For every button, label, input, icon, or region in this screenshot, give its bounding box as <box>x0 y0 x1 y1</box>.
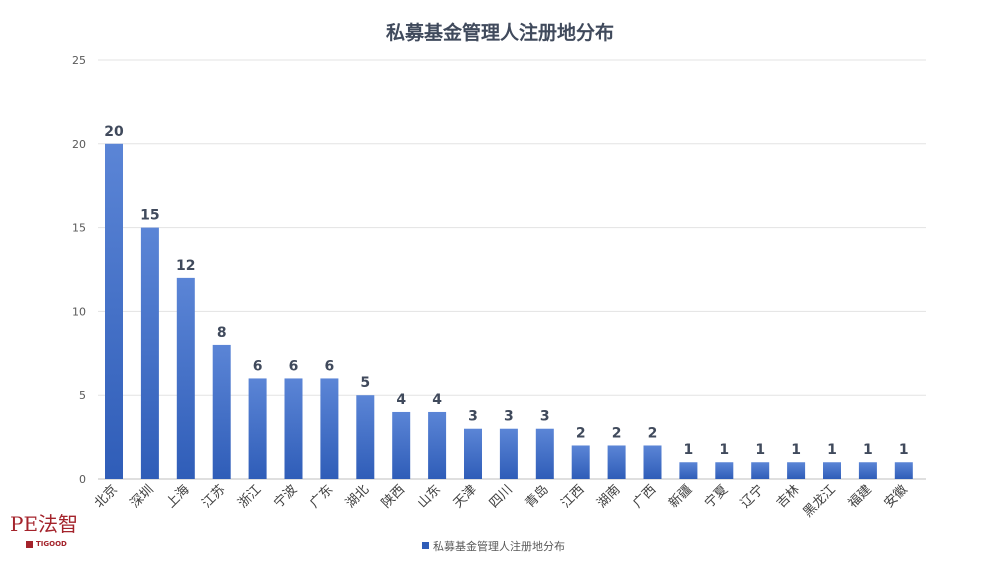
data-label: 8 <box>217 325 227 341</box>
y-tick-label: 0 <box>79 473 86 486</box>
legend: 私募基金管理人注册地分布 <box>422 539 565 553</box>
data-label: 6 <box>289 358 299 374</box>
data-label: 3 <box>540 409 550 425</box>
y-tick-label: 5 <box>79 389 86 402</box>
x-tick-label: 北京 <box>92 482 121 511</box>
data-label: 1 <box>791 442 801 458</box>
bar <box>284 378 303 479</box>
bar <box>715 462 734 479</box>
bar <box>751 462 770 479</box>
x-tick-label: 青岛 <box>522 482 552 512</box>
x-tick-label: 天津 <box>451 482 480 511</box>
data-label: 6 <box>325 358 335 374</box>
x-tick-label: 宁夏 <box>701 482 731 512</box>
bar <box>607 445 626 479</box>
data-label: 15 <box>140 208 159 224</box>
x-tick-label: 黑龙江 <box>801 482 839 520</box>
bar <box>428 411 447 479</box>
x-tick-label: 吉林 <box>774 482 803 511</box>
chart-title: 私募基金管理人注册地分布 <box>385 22 614 44</box>
logo-subtext: TIGOOD <box>36 540 67 548</box>
data-label: 2 <box>648 425 658 441</box>
x-tick-label: 深圳 <box>128 482 157 511</box>
bar <box>787 462 806 479</box>
bar <box>499 428 518 479</box>
x-tick-label: 安徽 <box>882 482 911 511</box>
x-axis: 北京 深圳 上海 江苏 浙江 宁波 广东 湖北 陕西 山东 天津 四川 青岛 江西 湖南 广西 新疆 宁夏 辽宁 吉林… <box>92 482 911 521</box>
x-tick-label: 浙江 <box>235 482 264 511</box>
bar <box>464 428 482 479</box>
x-tick-label: 陕西 <box>379 482 408 511</box>
y-tick-label: 15 <box>72 222 86 235</box>
logo-text: PE法智 <box>10 512 79 536</box>
x-tick-label: 上海 <box>164 482 193 511</box>
bar <box>643 445 662 479</box>
data-label: 20 <box>104 124 124 140</box>
bar <box>356 395 375 479</box>
data-label: 1 <box>827 442 837 458</box>
x-tick-label: 宁波 <box>271 482 301 512</box>
x-tick-label: 湖南 <box>594 482 624 512</box>
brand-logo: PE法智 TIGOOD <box>6 508 96 558</box>
data-label: 3 <box>468 409 478 425</box>
y-tick-label: 10 <box>72 305 86 318</box>
x-tick-label: 广西 <box>630 482 659 511</box>
bar <box>320 378 339 479</box>
data-label: 1 <box>863 442 873 458</box>
data-label: 4 <box>396 392 406 408</box>
bar <box>571 445 590 479</box>
x-tick-label: 江西 <box>559 482 588 511</box>
bar <box>858 462 877 479</box>
data-label: 4 <box>432 392 442 408</box>
logo-mark-icon <box>26 541 33 548</box>
x-tick-label: 湖北 <box>343 482 372 511</box>
data-label: 1 <box>755 442 765 458</box>
y-axis: 0 5 10 15 20 25 <box>72 54 86 486</box>
bar <box>212 344 231 479</box>
data-label: 2 <box>576 425 586 441</box>
data-label: 5 <box>360 375 370 391</box>
y-tick-label: 20 <box>72 138 86 151</box>
x-tick-label: 福建 <box>846 482 875 511</box>
bar <box>140 227 159 479</box>
bar <box>535 428 554 479</box>
bar <box>894 462 913 479</box>
x-tick-label: 四川 <box>487 482 516 511</box>
data-label: 2 <box>612 425 622 441</box>
bar <box>105 143 123 480</box>
legend-label: 私募基金管理人注册地分布 <box>433 539 565 553</box>
bar <box>392 411 411 479</box>
data-label: 3 <box>504 409 514 425</box>
data-label: 1 <box>719 442 729 458</box>
legend-swatch <box>422 542 429 549</box>
x-tick-label: 山东 <box>415 482 444 511</box>
bar <box>823 462 841 479</box>
data-label: 1 <box>684 442 694 458</box>
data-labels: 20 15 12 8 6 6 6 5 4 4 3 3 3 2 2 2 1 1 1 1 1 1 1 <box>104 124 908 458</box>
x-tick-label: 新疆 <box>666 482 696 512</box>
bar <box>679 462 698 479</box>
x-tick-label: 江苏 <box>199 482 229 512</box>
data-label: 6 <box>253 358 263 374</box>
bar <box>248 378 267 479</box>
x-tick-label: 广东 <box>307 482 336 511</box>
data-label: 1 <box>899 442 909 458</box>
y-tick-label: 25 <box>72 54 86 67</box>
data-label: 12 <box>176 258 195 274</box>
x-tick-label: 辽宁 <box>737 482 767 512</box>
bar <box>176 277 195 479</box>
bars <box>105 143 913 480</box>
